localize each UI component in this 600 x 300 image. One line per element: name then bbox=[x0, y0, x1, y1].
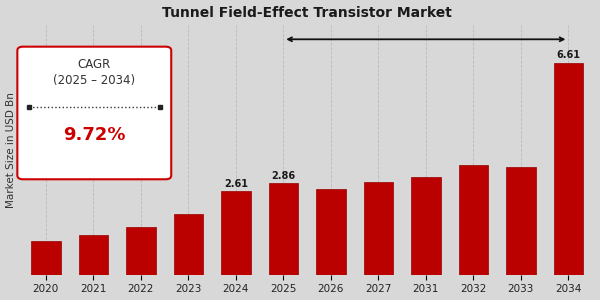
Bar bbox=[221, 191, 251, 275]
FancyBboxPatch shape bbox=[17, 47, 171, 179]
Bar bbox=[173, 214, 203, 275]
Text: 6.61: 6.61 bbox=[556, 50, 580, 60]
Bar bbox=[316, 189, 346, 275]
Text: 2.61: 2.61 bbox=[224, 178, 248, 189]
Text: 2.86: 2.86 bbox=[271, 171, 295, 181]
Bar bbox=[458, 165, 488, 275]
Bar bbox=[126, 227, 155, 275]
Bar bbox=[79, 235, 108, 275]
Bar bbox=[31, 241, 61, 275]
Bar bbox=[506, 167, 536, 275]
Text: (2025 – 2034): (2025 – 2034) bbox=[53, 74, 136, 87]
Bar bbox=[554, 63, 583, 275]
Text: CAGR: CAGR bbox=[77, 58, 111, 71]
Text: 9.72%: 9.72% bbox=[63, 126, 125, 144]
Bar bbox=[269, 183, 298, 275]
Bar bbox=[411, 177, 440, 275]
Title: Tunnel Field-Effect Transistor Market: Tunnel Field-Effect Transistor Market bbox=[162, 6, 452, 20]
Bar bbox=[364, 182, 393, 275]
Y-axis label: Market Size in USD Bn: Market Size in USD Bn bbox=[5, 92, 16, 208]
